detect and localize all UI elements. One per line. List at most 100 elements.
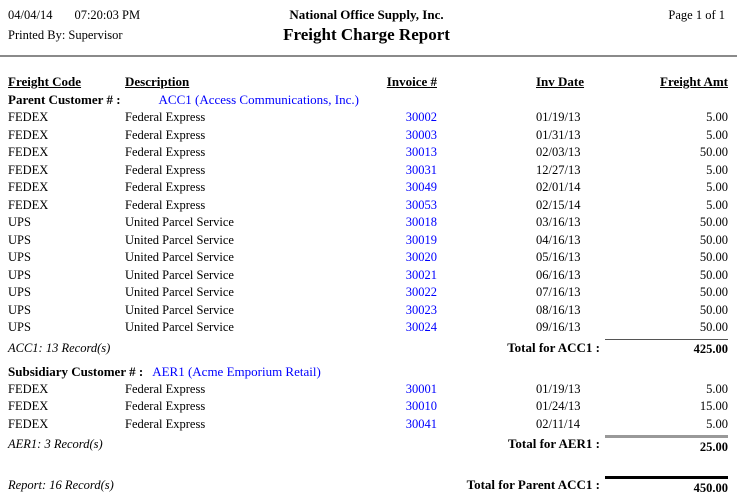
invoice-link[interactable]: 30049 (405, 180, 437, 194)
freight-code-cell: FEDEX (8, 399, 49, 413)
freight-code-cell: UPS (8, 302, 31, 317)
invoice-link[interactable]: 30019 (405, 232, 437, 247)
invoice-link[interactable]: 30041 (405, 416, 437, 431)
table-body: Parent Customer # : ACC1 (Access Communic… (0, 91, 737, 461)
freight-code-cell: UPS (8, 285, 31, 299)
inv-date-cell: 08/16/13 (536, 302, 581, 317)
freight-amt-cell: 5.00 (706, 197, 728, 212)
inv-date-cell: 04/16/13 (536, 232, 581, 247)
freight-code-cell: FEDEX (8, 127, 49, 142)
parent-total-amount: 425.00 (605, 338, 728, 358)
freight-code-cell: FEDEX (8, 197, 49, 212)
inv-date-cell: 02/11/14 (536, 416, 580, 431)
parent-customer-link[interactable]: ACC1 (Access Communications, Inc.) (158, 92, 359, 107)
freight-amt-cell: 50.00 (699, 320, 728, 334)
printed-by-label: Printed By: (8, 28, 66, 42)
table-column-headers: Freight Code Description Invoice # Inv D… (0, 73, 737, 91)
inv-date-cell: 09/16/13 (536, 320, 581, 334)
table-row: UPS United Parcel Service 30024 09/16/13 50.… (0, 319, 737, 337)
grand-total-label: Total for Parent ACC1 : (466, 477, 600, 492)
report-grand-total-row: Report: 16 Record(s) Total for Parent AC… (0, 476, 737, 502)
description-cell: United Parcel Service (125, 302, 234, 317)
description-cell: Federal Express (125, 416, 206, 431)
invoice-link[interactable]: 30002 (405, 110, 437, 124)
report-record-count: Report: 16 Record(s) (8, 478, 114, 492)
invoice-link[interactable]: 30010 (405, 399, 437, 413)
table-row: UPS United Parcel Service 30019 04/16/13 50.… (0, 232, 737, 250)
freight-amt-cell: 5.00 (706, 381, 728, 396)
freight-code-cell: FEDEX (8, 381, 49, 396)
section-gap (0, 456, 737, 461)
freight-amt-cell: 50.00 (699, 215, 728, 229)
subsidiary-total-amount: 25.00 (605, 435, 728, 456)
parent-customer-header: Parent Customer # : ACC1 (Access Communic… (0, 91, 737, 109)
freight-amt-cell: 50.00 (699, 302, 728, 317)
freight-amt-cell: 50.00 (699, 267, 728, 282)
subsidiary-customer-header: Subsidiary Customer # : AER1 (Acme Empori… (0, 363, 737, 381)
invoice-link[interactable]: 30022 (405, 285, 437, 299)
description-cell: United Parcel Service (125, 232, 234, 247)
invoice-link[interactable]: 30021 (405, 267, 437, 282)
subsidiary-summary-row: AER1: 3 Record(s) Total for AER1 : 25.00 (0, 435, 737, 456)
freight-amt-cell: 50.00 (699, 285, 728, 299)
table-row: UPS United Parcel Service 30018 03/16/13 50.… (0, 214, 737, 232)
header-left: 04/04/14 07:20:03 PM Printed By: Supervis… (8, 6, 283, 46)
table-row: FEDEX Federal Express 30053 02/15/14 5.00 (0, 197, 737, 215)
description-cell: United Parcel Service (125, 250, 234, 264)
page-number: Page 1 of 1 (668, 8, 725, 22)
freight-code-cell: FEDEX (8, 110, 49, 124)
description-cell: United Parcel Service (125, 267, 234, 282)
description-cell: Federal Express (125, 180, 206, 194)
header-right: Page 1 of 1 (450, 6, 725, 46)
description-cell: United Parcel Service (125, 320, 234, 334)
freight-code-cell: UPS (8, 250, 31, 264)
freight-code-cell: FEDEX (8, 180, 49, 194)
invoice-link[interactable]: 30001 (405, 381, 437, 396)
col-header-inv-date: Inv Date (536, 74, 585, 89)
invoice-link[interactable]: 30024 (405, 320, 437, 334)
freight-code-cell: FEDEX (8, 162, 49, 177)
description-cell: Federal Express (125, 381, 206, 396)
header-divider (0, 55, 737, 57)
invoice-link[interactable]: 30031 (405, 162, 437, 177)
inv-date-cell: 07/16/13 (536, 285, 581, 299)
subsidiary-customer-label: Subsidiary Customer # : (8, 363, 144, 379)
description-cell: Federal Express (125, 127, 206, 142)
col-header-freight-amt: Freight Amt (660, 74, 728, 89)
freight-amt-cell: 5.00 (706, 110, 728, 124)
col-header-freight-code: Freight Code (8, 74, 82, 89)
freight-amt-cell: 50.00 (699, 145, 728, 159)
inv-date-cell: 06/16/13 (536, 267, 581, 282)
invoice-link[interactable]: 30003 (405, 127, 437, 142)
freight-amt-cell: 5.00 (706, 162, 728, 177)
freight-code-cell: FEDEX (8, 145, 49, 159)
invoice-link[interactable]: 30053 (405, 197, 437, 212)
print-time: 07:20:03 PM (74, 8, 141, 22)
print-date: 04/04/14 (8, 8, 53, 22)
table-row: FEDEX Federal Express 30003 01/31/13 5.00 (0, 127, 737, 145)
table-row: UPS United Parcel Service 30020 05/16/13 50.… (0, 249, 737, 267)
freight-amt-cell: 5.00 (706, 180, 728, 194)
inv-date-cell: 05/16/13 (536, 250, 581, 264)
freight-code-cell: UPS (8, 232, 31, 247)
subsidiary-customer-link[interactable]: AER1 (Acme Emporium Retail) (152, 363, 321, 379)
table-row: FEDEX Federal Express 30001 01/19/13 5.00 (0, 381, 737, 399)
invoice-link[interactable]: 30018 (405, 215, 437, 229)
inv-date-cell: 02/01/14 (536, 180, 581, 194)
freight-code-cell: UPS (8, 215, 31, 229)
description-cell: Federal Express (125, 162, 206, 177)
freight-code-cell: UPS (8, 320, 31, 334)
parent-customer-label: Parent Customer # : (8, 92, 121, 107)
invoice-link[interactable]: 30013 (405, 145, 437, 159)
invoice-link[interactable]: 30023 (405, 302, 437, 317)
freight-amt-cell: 15.00 (699, 399, 728, 413)
inv-date-cell: 02/03/13 (536, 145, 581, 159)
invoice-link[interactable]: 30020 (405, 250, 437, 264)
table-row: FEDEX Federal Express 30049 02/01/14 5.00 (0, 179, 737, 197)
table-row: UPS United Parcel Service 30023 08/16/13 50.… (0, 302, 737, 320)
table-row: FEDEX Federal Express 30010 01/24/13 15.00 (0, 398, 737, 416)
description-cell: United Parcel Service (125, 285, 234, 299)
print-datetime: 04/04/14 07:20:03 PM (8, 6, 283, 24)
inv-date-cell: 03/16/13 (536, 215, 581, 229)
